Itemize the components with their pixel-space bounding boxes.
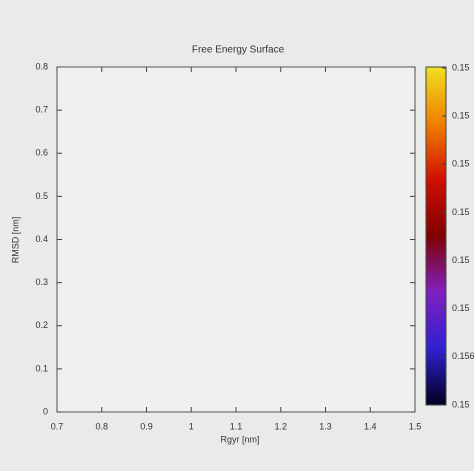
- plot-area: [56, 66, 416, 413]
- y-tick-label: 0.3: [35, 277, 48, 287]
- colorbar-label: 0.15: [452, 207, 470, 217]
- x-tick-label: 1.3: [319, 421, 332, 431]
- y-axis-label: RMSD [nm]: [10, 217, 20, 264]
- y-tick-label: 0.7: [35, 105, 48, 115]
- y-tick-label: 0: [43, 406, 48, 416]
- x-tick-label: 1.4: [364, 421, 377, 431]
- y-tick-label: 0.5: [35, 191, 48, 201]
- colorbar: [425, 66, 447, 406]
- colorbar-label: 0.15: [452, 303, 470, 313]
- x-axis-label: Rgyr [nm]: [220, 434, 259, 444]
- x-tick-label: 1.5: [409, 421, 422, 431]
- x-tick-label: 1: [189, 421, 194, 431]
- y-tick-label: 0.8: [35, 61, 48, 71]
- y-tick-label: 0.2: [35, 320, 48, 330]
- colorbar-label: 0.15: [452, 255, 470, 265]
- x-tick-label: 0.8: [95, 421, 108, 431]
- colorbar-label: 0.15: [452, 159, 470, 169]
- y-tick-label: 0.6: [35, 148, 48, 158]
- colorbar-label: 0.15: [452, 62, 470, 72]
- colorbar-label: 0.15: [452, 111, 470, 121]
- x-tick-label: 0.7: [51, 421, 64, 431]
- x-tick-label: 1.2: [274, 421, 287, 431]
- y-tick-label: 0.4: [35, 234, 48, 244]
- colorbar-label: 0.156: [452, 351, 474, 361]
- chart-title: Free Energy Surface: [192, 45, 285, 56]
- colorbar-label: 0.15: [452, 399, 470, 409]
- x-tick-label: 1.1: [230, 421, 243, 431]
- x-tick-label: 0.9: [140, 421, 153, 431]
- y-tick-label: 0.1: [35, 363, 48, 373]
